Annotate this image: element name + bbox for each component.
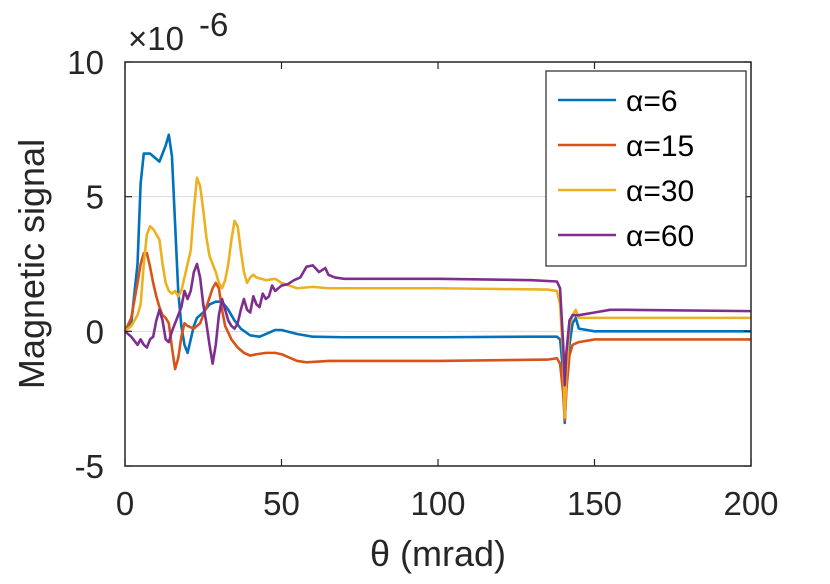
y-multiplier-exponent: -6 bbox=[199, 6, 228, 43]
series-lines bbox=[123, 133, 752, 425]
x-tick-label: 0 bbox=[116, 485, 134, 522]
tick-labels: 0 50 100 150 200 -5 0 5 10 bbox=[67, 44, 778, 522]
y-tick-label: 10 bbox=[67, 44, 104, 81]
x-axis-label: θ (mrad) bbox=[370, 533, 506, 574]
series-line-2 bbox=[123, 251, 751, 422]
x-tick-label: 50 bbox=[263, 485, 300, 522]
series-line-3 bbox=[124, 176, 751, 419]
x-tick-label: 200 bbox=[723, 485, 778, 522]
legend-box bbox=[545, 70, 747, 267]
y-tick-label: 5 bbox=[86, 179, 104, 216]
y-tick-label: -5 bbox=[75, 448, 104, 485]
legend-entries: α=6 α=15 α=30 α=60 bbox=[558, 85, 694, 253]
x-tick-label: 100 bbox=[410, 485, 465, 522]
y-axis-label: Magnetic signal bbox=[11, 139, 52, 389]
legend: α=6 α=15 α=30 α=60 bbox=[545, 70, 747, 267]
y-multiplier: ×10 bbox=[128, 20, 184, 57]
y-tick-label: 0 bbox=[86, 313, 104, 350]
series-line-4 bbox=[124, 262, 752, 387]
legend-label-3: α=30 bbox=[626, 175, 694, 208]
legend-label-4: α=60 bbox=[626, 220, 694, 253]
legend-label-1: α=6 bbox=[626, 85, 678, 118]
legend-label-2: α=15 bbox=[626, 130, 694, 163]
x-tick-label: 150 bbox=[567, 485, 622, 522]
